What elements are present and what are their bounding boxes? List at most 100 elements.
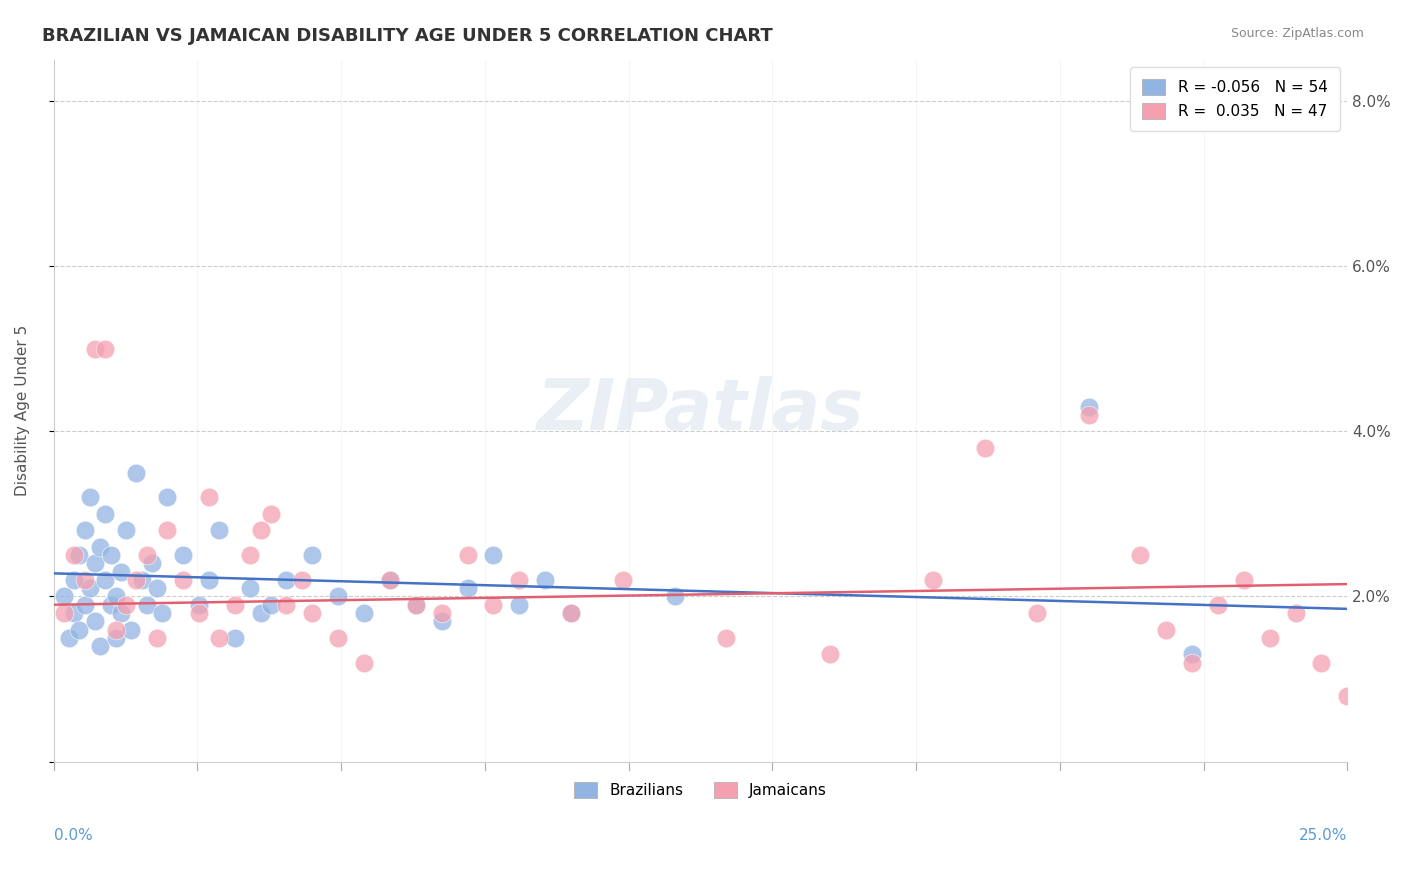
Point [208,524,231,538]
Point [156,524,179,538]
Point [58,631,80,645]
Point [1077,408,1099,422]
Point [430,606,453,620]
Point [115,598,138,612]
Point [1258,631,1281,645]
Point [457,581,479,595]
Point [482,548,505,562]
Point [260,598,283,612]
Point [94,342,117,356]
Point [146,581,169,595]
Point [198,491,221,505]
Point [172,573,194,587]
Point [69,548,91,562]
Point [120,623,142,637]
Point [353,606,375,620]
Point [224,631,246,645]
Point [208,631,231,645]
Point [1284,606,1306,620]
Point [1336,689,1358,703]
Point [79,581,101,595]
Point [104,623,127,637]
Point [135,598,157,612]
Point [328,590,350,604]
Text: ZIPatlas: ZIPatlas [537,376,865,445]
Point [1181,656,1204,670]
Point [353,656,375,670]
Point [84,342,107,356]
Point [560,606,582,620]
Point [224,598,246,612]
Point [1206,598,1229,612]
Point [457,548,479,562]
Point [1233,573,1256,587]
Text: BRAZILIAN VS JAMAICAN DISABILITY AGE UNDER 5 CORRELATION CHART: BRAZILIAN VS JAMAICAN DISABILITY AGE UND… [42,27,773,45]
Point [664,590,686,604]
Point [156,491,179,505]
Point [405,598,427,612]
Point [328,631,350,645]
Point [63,573,86,587]
Point [508,573,530,587]
Point [110,565,132,579]
Point [276,598,298,612]
Point [89,639,111,653]
Point [1181,648,1204,662]
Point [84,614,107,628]
Point [1077,400,1099,414]
Point [430,614,453,628]
Point [276,573,298,587]
Point [125,466,148,480]
Text: 25.0%: 25.0% [1299,828,1347,843]
Point [508,598,530,612]
Point [115,524,138,538]
Point [104,631,127,645]
Point [1310,656,1333,670]
Point [94,573,117,587]
Point [1129,548,1152,562]
Point [922,573,945,587]
Point [73,573,96,587]
Point [73,598,96,612]
Point [378,573,401,587]
Point [291,573,314,587]
Point [172,548,194,562]
Point [378,573,401,587]
Legend: R = -0.056   N = 54, R =  0.035   N = 47: R = -0.056 N = 54, R = 0.035 N = 47 [1130,67,1340,131]
Point [249,606,271,620]
Point [187,598,209,612]
Point [482,598,505,612]
Point [135,548,157,562]
Point [146,631,169,645]
Point [716,631,738,645]
Point [84,557,107,571]
Point [150,606,173,620]
Point [104,590,127,604]
Point [239,548,262,562]
Point [405,598,427,612]
Point [301,606,323,620]
Point [73,524,96,538]
Point [198,573,221,587]
Point [52,606,75,620]
Point [63,548,86,562]
Point [69,623,91,637]
Text: Source: ZipAtlas.com: Source: ZipAtlas.com [1230,27,1364,40]
Point [79,491,101,505]
Point [141,557,163,571]
Point [239,581,262,595]
Point [534,573,557,587]
Point [612,573,634,587]
Point [131,573,153,587]
Y-axis label: Disability Age Under 5: Disability Age Under 5 [15,325,30,496]
Point [52,590,75,604]
Point [560,606,582,620]
Point [89,540,111,554]
Point [63,606,86,620]
Point [100,598,122,612]
Point [110,606,132,620]
Point [94,507,117,521]
Point [187,606,209,620]
Point [249,524,271,538]
Point [100,548,122,562]
